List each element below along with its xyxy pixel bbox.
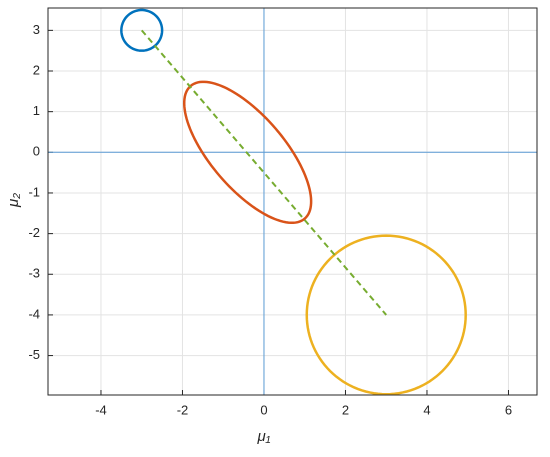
y-tick-label: -4 bbox=[28, 306, 40, 321]
ellipse bbox=[305, 234, 467, 396]
x-tick-label: 4 bbox=[423, 402, 430, 417]
y-tick-label: 3 bbox=[33, 22, 40, 37]
ellipse bbox=[120, 8, 164, 52]
x-tick-label: -2 bbox=[177, 402, 189, 417]
x-tick-label: 0 bbox=[260, 402, 267, 417]
y-tick-label: 2 bbox=[33, 62, 40, 77]
y-tick-label: -5 bbox=[28, 347, 40, 362]
y-tick-label: 1 bbox=[33, 103, 40, 118]
x-axis-label: μ₁ bbox=[257, 428, 271, 445]
y-tick-label: -3 bbox=[28, 266, 40, 281]
y-tick-label: 0 bbox=[33, 144, 40, 159]
x-tick-label: 6 bbox=[505, 402, 512, 417]
x-tick-label: 2 bbox=[342, 402, 349, 417]
dashed-line bbox=[140, 29, 387, 316]
x-tick-label: -4 bbox=[95, 402, 107, 417]
y-tick-label: -2 bbox=[28, 225, 40, 240]
y-axis-label: μ₂ bbox=[5, 193, 22, 208]
plot-frame bbox=[47, 7, 538, 396]
y-tick-label: -1 bbox=[28, 184, 40, 199]
